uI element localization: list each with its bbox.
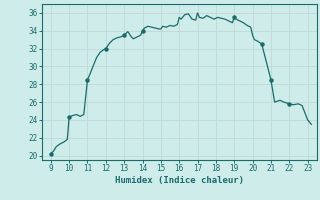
X-axis label: Humidex (Indice chaleur): Humidex (Indice chaleur) <box>115 176 244 185</box>
